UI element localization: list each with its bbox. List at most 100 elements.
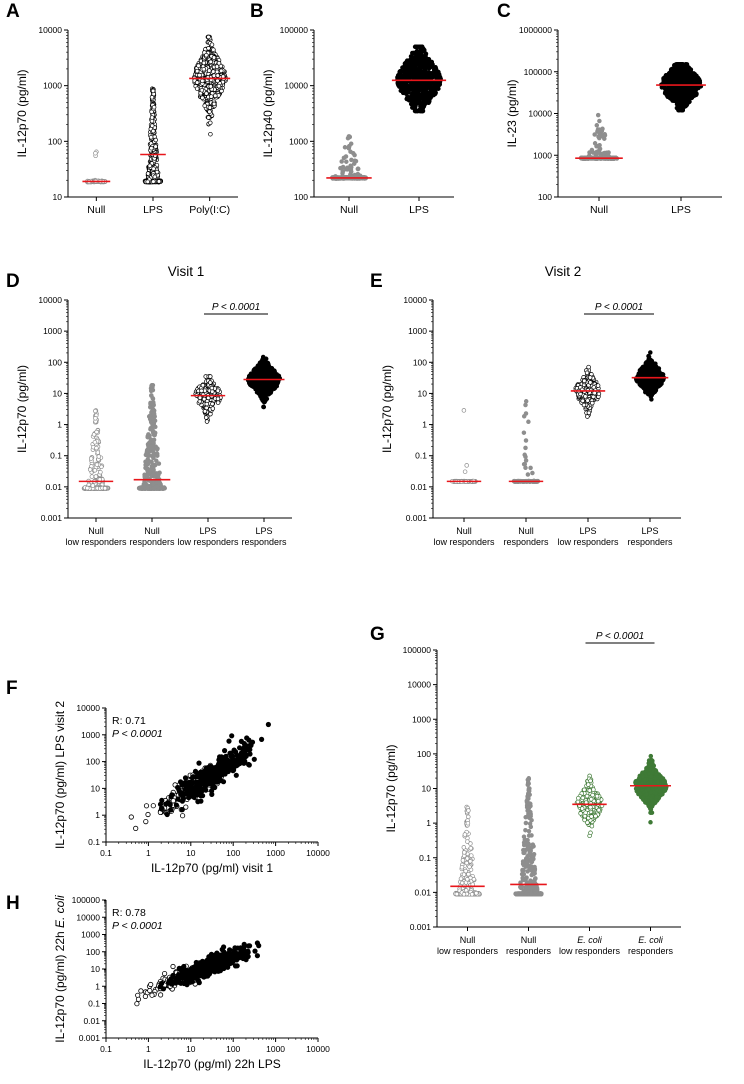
data-point bbox=[416, 94, 422, 99]
data-point bbox=[149, 393, 154, 398]
y-tick-label: 100000 bbox=[524, 67, 553, 77]
data-point bbox=[194, 80, 200, 85]
data-point bbox=[92, 468, 98, 473]
data-point bbox=[403, 60, 409, 65]
category-label: Null bbox=[518, 526, 534, 536]
category-points bbox=[142, 86, 164, 185]
data-point bbox=[94, 462, 100, 467]
data-point bbox=[150, 446, 156, 452]
data-point bbox=[683, 94, 689, 99]
data-point bbox=[521, 414, 527, 419]
y-tick-label: 0.001 bbox=[406, 513, 428, 523]
data-point bbox=[153, 144, 158, 149]
data-point bbox=[677, 66, 683, 71]
data-point bbox=[92, 439, 98, 445]
data-point bbox=[207, 109, 212, 114]
data-point bbox=[420, 93, 426, 98]
data-point bbox=[597, 118, 602, 124]
data-point bbox=[209, 385, 215, 391]
data-point bbox=[348, 163, 353, 168]
data-point bbox=[200, 78, 205, 84]
data-point bbox=[398, 73, 404, 78]
category-points bbox=[245, 354, 283, 410]
data-point bbox=[342, 145, 348, 150]
data-point bbox=[96, 454, 102, 459]
data-point bbox=[248, 371, 254, 377]
data-point bbox=[592, 390, 597, 396]
data-point bbox=[260, 354, 266, 360]
data-point bbox=[216, 83, 222, 89]
data-point bbox=[150, 88, 156, 94]
data-point bbox=[151, 166, 156, 171]
data-point bbox=[600, 126, 605, 132]
panel-title: Visit 2 bbox=[545, 264, 582, 279]
data-point bbox=[85, 485, 90, 491]
data-point bbox=[412, 71, 418, 77]
data-point bbox=[209, 42, 215, 47]
data-point bbox=[586, 410, 592, 416]
panel-letter: B bbox=[250, 1, 264, 22]
data-point bbox=[521, 430, 527, 435]
data-point bbox=[595, 383, 601, 388]
data-point bbox=[261, 404, 266, 410]
data-point bbox=[199, 87, 205, 93]
y-tick-label: 1000000 bbox=[519, 25, 552, 35]
category-points bbox=[511, 399, 541, 484]
panel-letter: C bbox=[497, 1, 511, 22]
data-point bbox=[348, 141, 354, 146]
data-point bbox=[148, 427, 154, 432]
data-point bbox=[429, 64, 435, 69]
data-point bbox=[670, 70, 676, 75]
data-point bbox=[149, 145, 154, 151]
data-point bbox=[270, 369, 276, 374]
data-point bbox=[530, 470, 535, 476]
data-point bbox=[588, 380, 593, 385]
category-points bbox=[578, 112, 620, 161]
data-point bbox=[426, 100, 431, 106]
category-points bbox=[85, 149, 108, 185]
data-point bbox=[149, 109, 154, 115]
panel-letter: D bbox=[6, 271, 20, 292]
data-point bbox=[145, 485, 150, 490]
category-points bbox=[449, 408, 478, 484]
data-point bbox=[669, 86, 675, 91]
data-point bbox=[200, 383, 206, 388]
data-point bbox=[349, 157, 354, 163]
data-point bbox=[149, 118, 155, 124]
data-point bbox=[215, 388, 221, 393]
data-point bbox=[142, 474, 147, 480]
data-point bbox=[145, 179, 150, 184]
y-axis-label: IL-12p70 (pg/ml) bbox=[380, 365, 394, 453]
data-point bbox=[93, 408, 98, 414]
data-point bbox=[271, 386, 277, 392]
data-point bbox=[461, 408, 467, 413]
data-point bbox=[677, 76, 683, 82]
data-point bbox=[153, 424, 158, 430]
data-point bbox=[151, 455, 156, 461]
data-point bbox=[143, 465, 148, 471]
category-sublabel: low responders bbox=[433, 537, 495, 547]
data-point bbox=[430, 81, 436, 86]
data-point bbox=[149, 95, 155, 100]
data-point bbox=[681, 102, 687, 108]
category-label: Null bbox=[144, 526, 160, 536]
y-tick-label: 10000 bbox=[528, 109, 552, 119]
data-point bbox=[267, 370, 272, 375]
data-point bbox=[149, 383, 154, 389]
data-point bbox=[215, 400, 221, 405]
data-point bbox=[265, 373, 271, 379]
y-tick-label: 0.01 bbox=[45, 482, 62, 492]
data-point bbox=[523, 465, 528, 471]
data-point bbox=[464, 463, 469, 468]
data-point bbox=[422, 75, 427, 81]
data-point bbox=[686, 66, 691, 71]
data-point bbox=[525, 472, 531, 477]
data-point bbox=[584, 370, 590, 376]
data-point bbox=[260, 374, 266, 379]
category-points bbox=[136, 382, 167, 491]
data-point bbox=[213, 93, 218, 98]
data-point bbox=[683, 73, 688, 79]
y-tick-label: 100 bbox=[538, 192, 552, 202]
